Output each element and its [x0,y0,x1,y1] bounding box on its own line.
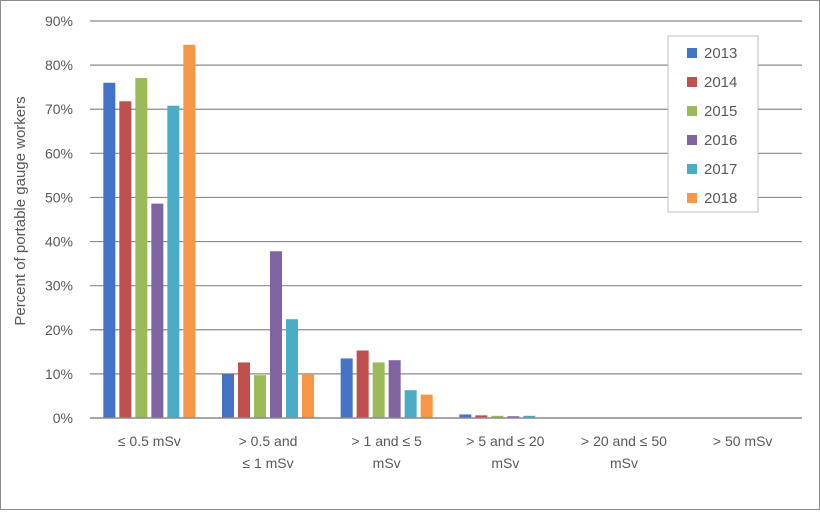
bar-2016 [507,416,520,418]
legend-label: 2018 [704,190,737,207]
legend-swatch-2017 [687,164,697,174]
bars [103,44,536,419]
bar-2013 [459,414,472,418]
y-tick-label: 20% [45,322,73,338]
bar-2018 [183,44,196,418]
bar-2018 [420,394,433,418]
bar-2013 [103,82,116,418]
legend-label: 2013 [704,45,737,62]
x-tick-label: > 50 mSv [713,433,773,449]
gridlines [90,20,802,375]
y-tick-label: 50% [45,189,73,205]
bar-2013 [340,358,353,418]
bar-2016 [388,360,401,418]
y-axis-tick-labels: 0% 10% 20% 30% 40% 50% 60% 70% 80% 90% [45,13,73,426]
x-tick-label: ≤ 0.5 mSv [118,433,181,449]
y-tick-label: 10% [45,366,73,382]
bar-2018 [302,373,314,418]
x-tick-label: > 0.5 and ≤ 1 mSv [239,433,298,471]
bar-2013 [222,373,234,418]
y-tick-label: 40% [45,234,73,250]
legend-swatch-2018 [687,193,697,203]
legend-swatch-2014 [687,77,697,87]
bar-2017 [523,415,536,418]
bar-2015 [254,375,266,418]
y-tick-label: 30% [45,278,73,294]
y-tick-label: 90% [45,13,73,29]
legend-label: 2017 [704,161,737,178]
legend-swatch-2016 [687,135,697,145]
x-tick-label: > 1 and ≤ 5 mSv [351,433,422,471]
bar-2015 [135,77,148,419]
y-tick-label: 0% [53,410,73,426]
y-axis-label: Percent of portable gauge workers [12,96,29,325]
bar-2016 [151,203,164,418]
bar-2014 [119,101,132,418]
legend: 2013 2014 2015 2016 2017 2018 [667,35,759,213]
y-tick-label: 70% [45,101,73,117]
bar-2017 [286,319,298,418]
x-tick-label: > 5 and ≤ 20 mSv [466,433,544,471]
legend-swatch-2015 [687,106,697,116]
bar-2017 [404,390,417,418]
bar-2015 [491,415,504,418]
bar-2015 [372,362,385,418]
legend-box [667,35,759,213]
bar-2016 [270,251,282,418]
x-tick-label: > 20 and ≤ 50 mSv [581,433,667,471]
bar-2014 [356,350,369,418]
legend-label: 2015 [704,103,737,120]
y-tick-label: 80% [45,57,73,73]
legend-label: 2016 [704,132,737,149]
bar-2014 [475,415,488,418]
y-tick-label: 60% [45,145,73,161]
bar-2014 [238,362,250,418]
legend-swatch-2013 [687,48,697,58]
bar-2017 [167,105,180,419]
x-axis-tick-labels: ≤ 0.5 mSv > 0.5 and ≤ 1 mSv > 1 and ≤ 5 mSv >… [118,433,773,471]
legend-label: 2014 [704,74,737,91]
